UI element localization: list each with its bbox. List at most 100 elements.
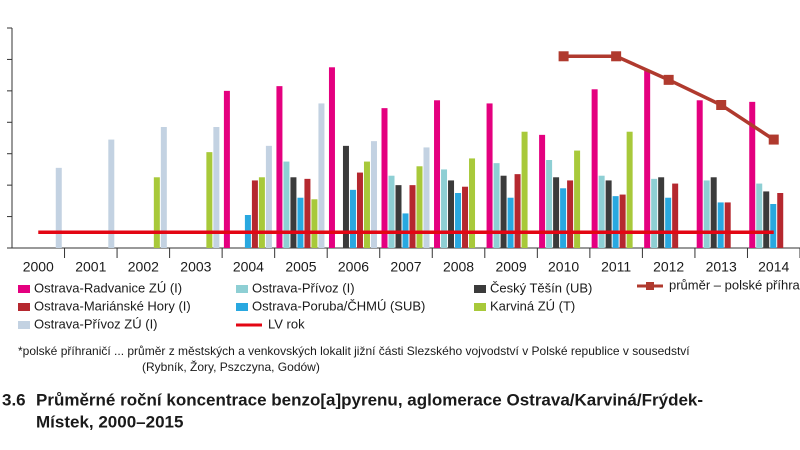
bar <box>258 177 265 248</box>
x-tick-label: 2012 <box>653 259 684 275</box>
line-marker <box>663 74 674 85</box>
bar <box>724 202 731 248</box>
bar <box>546 160 553 248</box>
bar <box>500 175 507 248</box>
bar <box>493 163 500 248</box>
bar <box>304 178 311 248</box>
legend-label: Český Těšín (UB) <box>490 280 592 295</box>
bar <box>206 152 213 248</box>
x-tick-label: 2008 <box>443 259 474 275</box>
line-marker <box>716 100 727 110</box>
legend-swatch <box>236 303 248 311</box>
bar <box>318 103 325 248</box>
bar <box>553 177 560 248</box>
bar <box>749 101 756 248</box>
x-tick-label: 2007 <box>390 259 421 275</box>
chart-title: Místek, 2000–2015 <box>36 412 183 431</box>
bar <box>462 186 469 248</box>
legend-label: Karviná ZÚ (T) <box>490 298 575 313</box>
legend-label: Ostrava-Přívoz (I) <box>252 280 355 295</box>
bar <box>770 204 777 248</box>
legend-label: Ostrava-Poruba/ČHMÚ (SUB) <box>252 298 425 313</box>
legend-label: Ostrava-Mariánské Hory (I) <box>34 298 191 313</box>
footnote: *polské příhraničí ... průměr z městskýc… <box>18 344 690 358</box>
x-tick-label: 2002 <box>128 259 159 275</box>
bar <box>486 103 493 248</box>
bar <box>223 90 230 248</box>
bar <box>153 177 160 248</box>
bar <box>703 180 710 248</box>
bar <box>363 161 370 248</box>
bar <box>651 178 658 248</box>
x-tick-label: 2001 <box>75 259 106 275</box>
legend-swatch <box>474 303 486 311</box>
bar <box>710 177 717 248</box>
bar <box>434 100 441 249</box>
bar <box>395 185 402 248</box>
legend-swatch <box>646 282 654 290</box>
bar <box>416 166 423 248</box>
bar <box>514 174 521 248</box>
line-marker <box>768 134 779 145</box>
bar <box>539 134 546 248</box>
bar <box>567 180 574 248</box>
bar <box>423 147 430 248</box>
bar <box>283 161 290 248</box>
bar <box>560 188 567 248</box>
legend-swatch <box>236 285 248 293</box>
legend-label: Ostrava-Radvanice ZÚ (I) <box>34 280 182 295</box>
bar <box>591 89 598 249</box>
bar <box>381 108 388 249</box>
bar <box>213 127 220 248</box>
bar <box>777 193 784 248</box>
bar <box>644 70 651 248</box>
bar <box>251 180 258 248</box>
bar <box>672 183 679 248</box>
x-tick-label: 2004 <box>233 259 264 275</box>
legend-swatch <box>474 285 486 293</box>
bar <box>328 67 335 249</box>
bar <box>665 197 672 248</box>
x-tick-label: 2013 <box>706 259 737 275</box>
bar <box>108 139 115 248</box>
bar <box>290 177 297 248</box>
bar <box>311 199 318 248</box>
bar <box>696 100 703 249</box>
legend-swatch <box>18 321 30 329</box>
legend-label: LV rok <box>268 316 305 331</box>
bar <box>658 177 665 248</box>
bar <box>265 145 272 248</box>
footnote: (Rybník, Žory, Pszczyna, Godów) <box>142 359 320 374</box>
bar <box>619 194 626 248</box>
bar <box>605 180 612 248</box>
bar <box>717 202 724 248</box>
bar <box>598 175 605 248</box>
bar <box>763 191 770 248</box>
line-marker <box>611 51 622 62</box>
bar <box>507 197 514 248</box>
chart-title: Průměrné roční koncentrace benzo[a]pyren… <box>36 390 703 409</box>
x-tick-label: 2010 <box>548 259 579 275</box>
bar <box>276 86 283 249</box>
bar <box>370 141 377 248</box>
figure-label: 3.6 <box>2 390 26 409</box>
x-tick-label: 2011 <box>601 259 631 275</box>
x-tick-label: 2009 <box>495 259 526 275</box>
bar <box>55 167 62 248</box>
bar <box>521 131 528 248</box>
bar <box>349 189 356 248</box>
legend-swatch <box>18 303 30 311</box>
bar <box>409 185 416 248</box>
bar <box>574 150 581 248</box>
bar <box>297 197 304 248</box>
x-tick-label: 2014 <box>758 259 789 275</box>
x-tick-label: 2003 <box>180 259 211 275</box>
bar <box>756 183 763 248</box>
x-tick-label: 2006 <box>338 259 369 275</box>
bar <box>356 172 363 248</box>
bar <box>448 180 455 248</box>
bar <box>441 169 448 248</box>
legend-label: Ostrava-Přívoz ZÚ (I) <box>34 316 158 331</box>
